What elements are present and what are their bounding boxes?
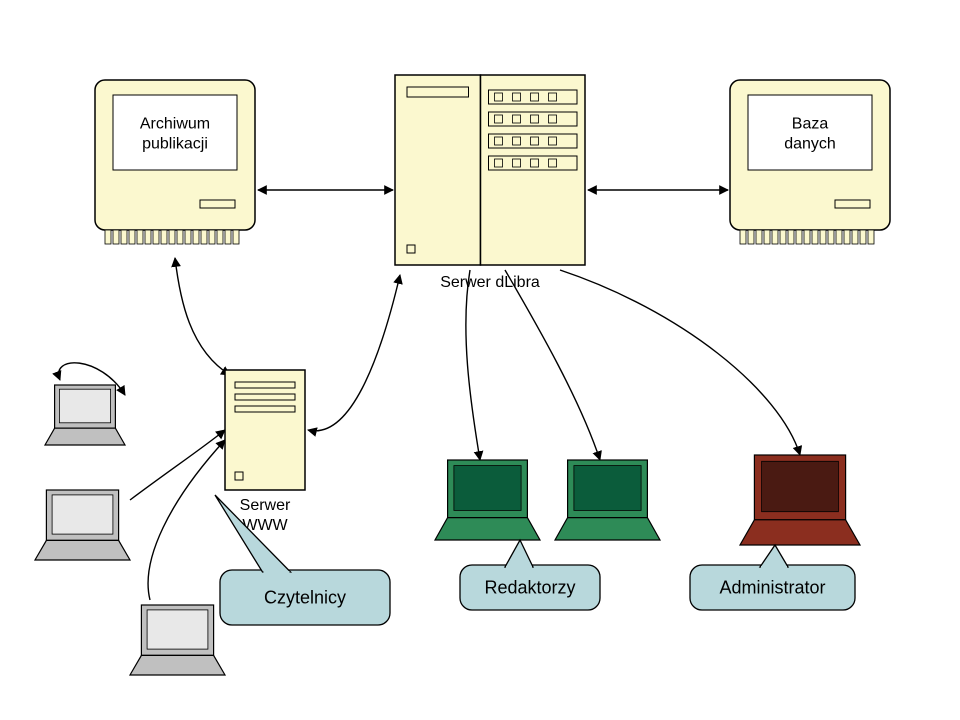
archive-computer: Archiwum publikacji <box>95 80 255 244</box>
www-server: SerwerWWW <box>225 370 305 534</box>
www-server-label1: Serwer <box>240 497 291 514</box>
database-computer: Baza danych <box>730 80 890 244</box>
edge-www-dlibra <box>308 275 400 431</box>
callout-readers: Czytelnicy <box>215 495 390 625</box>
callout-admin: Administrator <box>690 545 855 610</box>
edge-laptop2-www <box>130 430 225 500</box>
edge-dlibra-green1 <box>466 270 480 460</box>
reader-laptop-1 <box>45 385 125 445</box>
admin-laptop <box>740 455 860 545</box>
callout-editors-label: Redaktorzy <box>484 578 575 598</box>
edge-dlibra-brown <box>560 270 800 455</box>
reader-laptop-3 <box>130 605 225 675</box>
edge-laptop3-www <box>148 440 225 600</box>
archive-computer-label1: Archiwum <box>140 116 210 133</box>
dlibra-server-label: Serwer dLibra <box>440 274 540 291</box>
callout-admin-label: Administrator <box>719 578 825 598</box>
editor-laptop-2 <box>555 460 660 540</box>
dlibra-server: Serwer dLibra <box>395 75 585 291</box>
editor-laptop-1 <box>435 460 540 540</box>
edge-dlibra-green2 <box>505 270 600 460</box>
archive-computer-label2: publikacji <box>142 136 208 153</box>
database-computer-label2: danych <box>784 136 836 153</box>
database-computer-label1: Baza <box>792 116 829 133</box>
callout-editors: Redaktorzy <box>460 540 600 610</box>
reader-laptop-2 <box>35 490 130 560</box>
edge-arch-www <box>175 258 230 375</box>
callout-readers-label: Czytelnicy <box>264 588 346 608</box>
